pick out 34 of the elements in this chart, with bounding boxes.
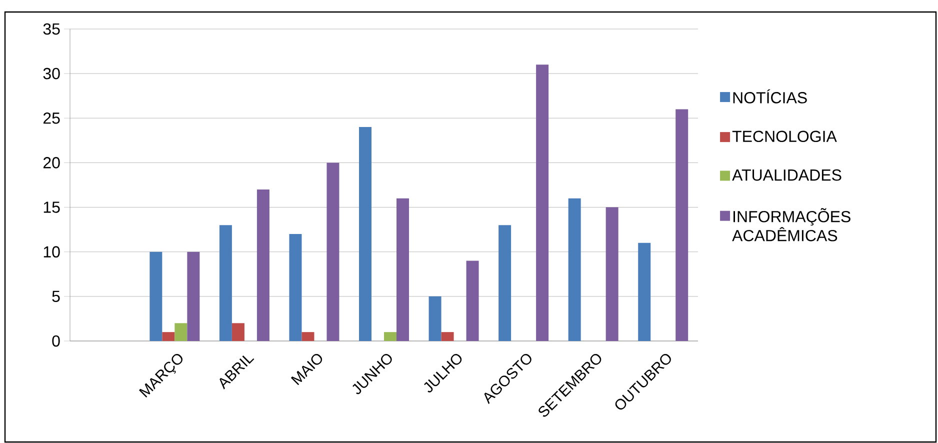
bar [256,189,270,341]
bar [428,296,442,341]
bar [676,109,688,341]
legend-label: INFORMAÇÕES ACADÊMICAS [732,208,850,242]
bar [441,332,454,341]
y-tick-label: 15 [44,202,60,213]
legend-label: TECNOLOGIA [732,130,837,142]
bar [536,64,549,341]
bar [384,332,396,341]
y-tick-label: 0 [52,335,60,347]
bar [466,260,479,341]
y-tick-label: 5 [52,290,60,302]
bar [326,162,340,341]
legend-label: NOTÍCIAS [733,89,807,104]
bar [219,225,232,341]
bar [174,323,188,341]
bar [606,207,618,341]
bar [638,242,651,341]
bar [302,332,314,341]
bar [162,332,175,341]
y-tick-label: 35 [43,23,60,35]
y-tick-label: 25 [43,112,60,124]
bar [187,252,200,341]
bar [396,198,409,341]
bar [289,234,302,341]
y-tick-label: 20 [43,157,60,168]
bar [150,252,162,341]
y-tick-label: 30 [43,68,60,80]
bar [359,127,372,341]
bar [498,225,512,341]
y-tick-label: 10 [44,246,60,258]
legend-label: ATUALIDADES [732,169,842,181]
bar [232,323,244,341]
bar [568,198,581,341]
